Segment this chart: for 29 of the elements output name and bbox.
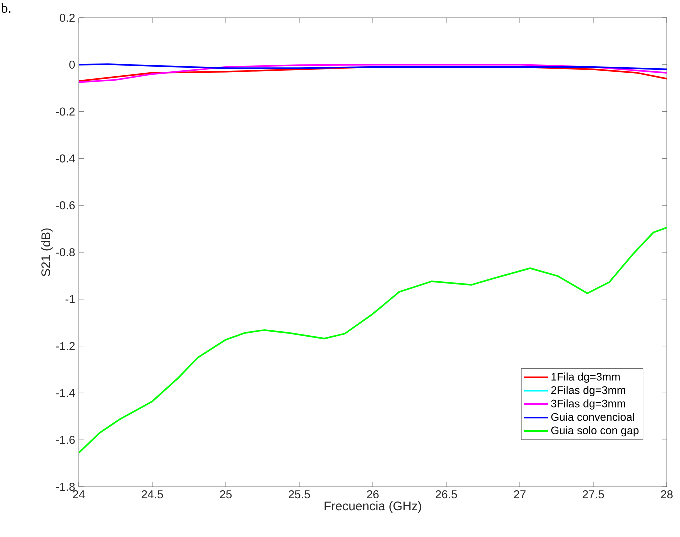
y-axis-title: S21 (dB) <box>41 228 53 277</box>
y-tick-label: -1.8 <box>56 482 75 492</box>
y-tick-label: 0.2 <box>60 14 75 22</box>
line-series <box>79 227 668 454</box>
y-tick-label: -1.4 <box>56 389 76 398</box>
y-tick-label: -1.6 <box>56 436 75 444</box>
x-tick-label: 28 <box>661 490 673 499</box>
x-tick-label: 27.5 <box>582 490 604 499</box>
y-tick-label: -1.2 <box>56 342 75 350</box>
y-tick-label: -1 <box>66 295 75 304</box>
y-tick-label: 0 <box>70 60 76 69</box>
x-tick-label: 26.5 <box>436 490 458 499</box>
legend-label: Guia convencioal <box>552 413 634 422</box>
legend-label: 1Fila dg=3mm <box>552 372 620 383</box>
x-tick-label: 25.5 <box>288 490 310 499</box>
x-tick-label: 27 <box>514 490 526 499</box>
x-tick-label: 24 <box>73 490 86 499</box>
x-tick-label: 24.5 <box>142 490 164 499</box>
x-axis-title: Frecuencia (GHz) <box>324 501 422 514</box>
legend-label: 3Filas dg=3mm <box>551 400 626 410</box>
y-tick-label: -0.2 <box>56 108 75 116</box>
x-tick-label: 25 <box>220 490 232 499</box>
text: b. <box>1 3 11 14</box>
y-tick-label: -0.8 <box>56 248 75 257</box>
legend-label: Guia solo con gap <box>552 426 639 437</box>
legend-label: 2Filas dg=3mm <box>552 386 626 396</box>
x-tick-label: 26 <box>367 490 379 499</box>
y-tick-label: -0.4 <box>56 154 76 163</box>
y-tick-label: -0.6 <box>56 202 75 210</box>
